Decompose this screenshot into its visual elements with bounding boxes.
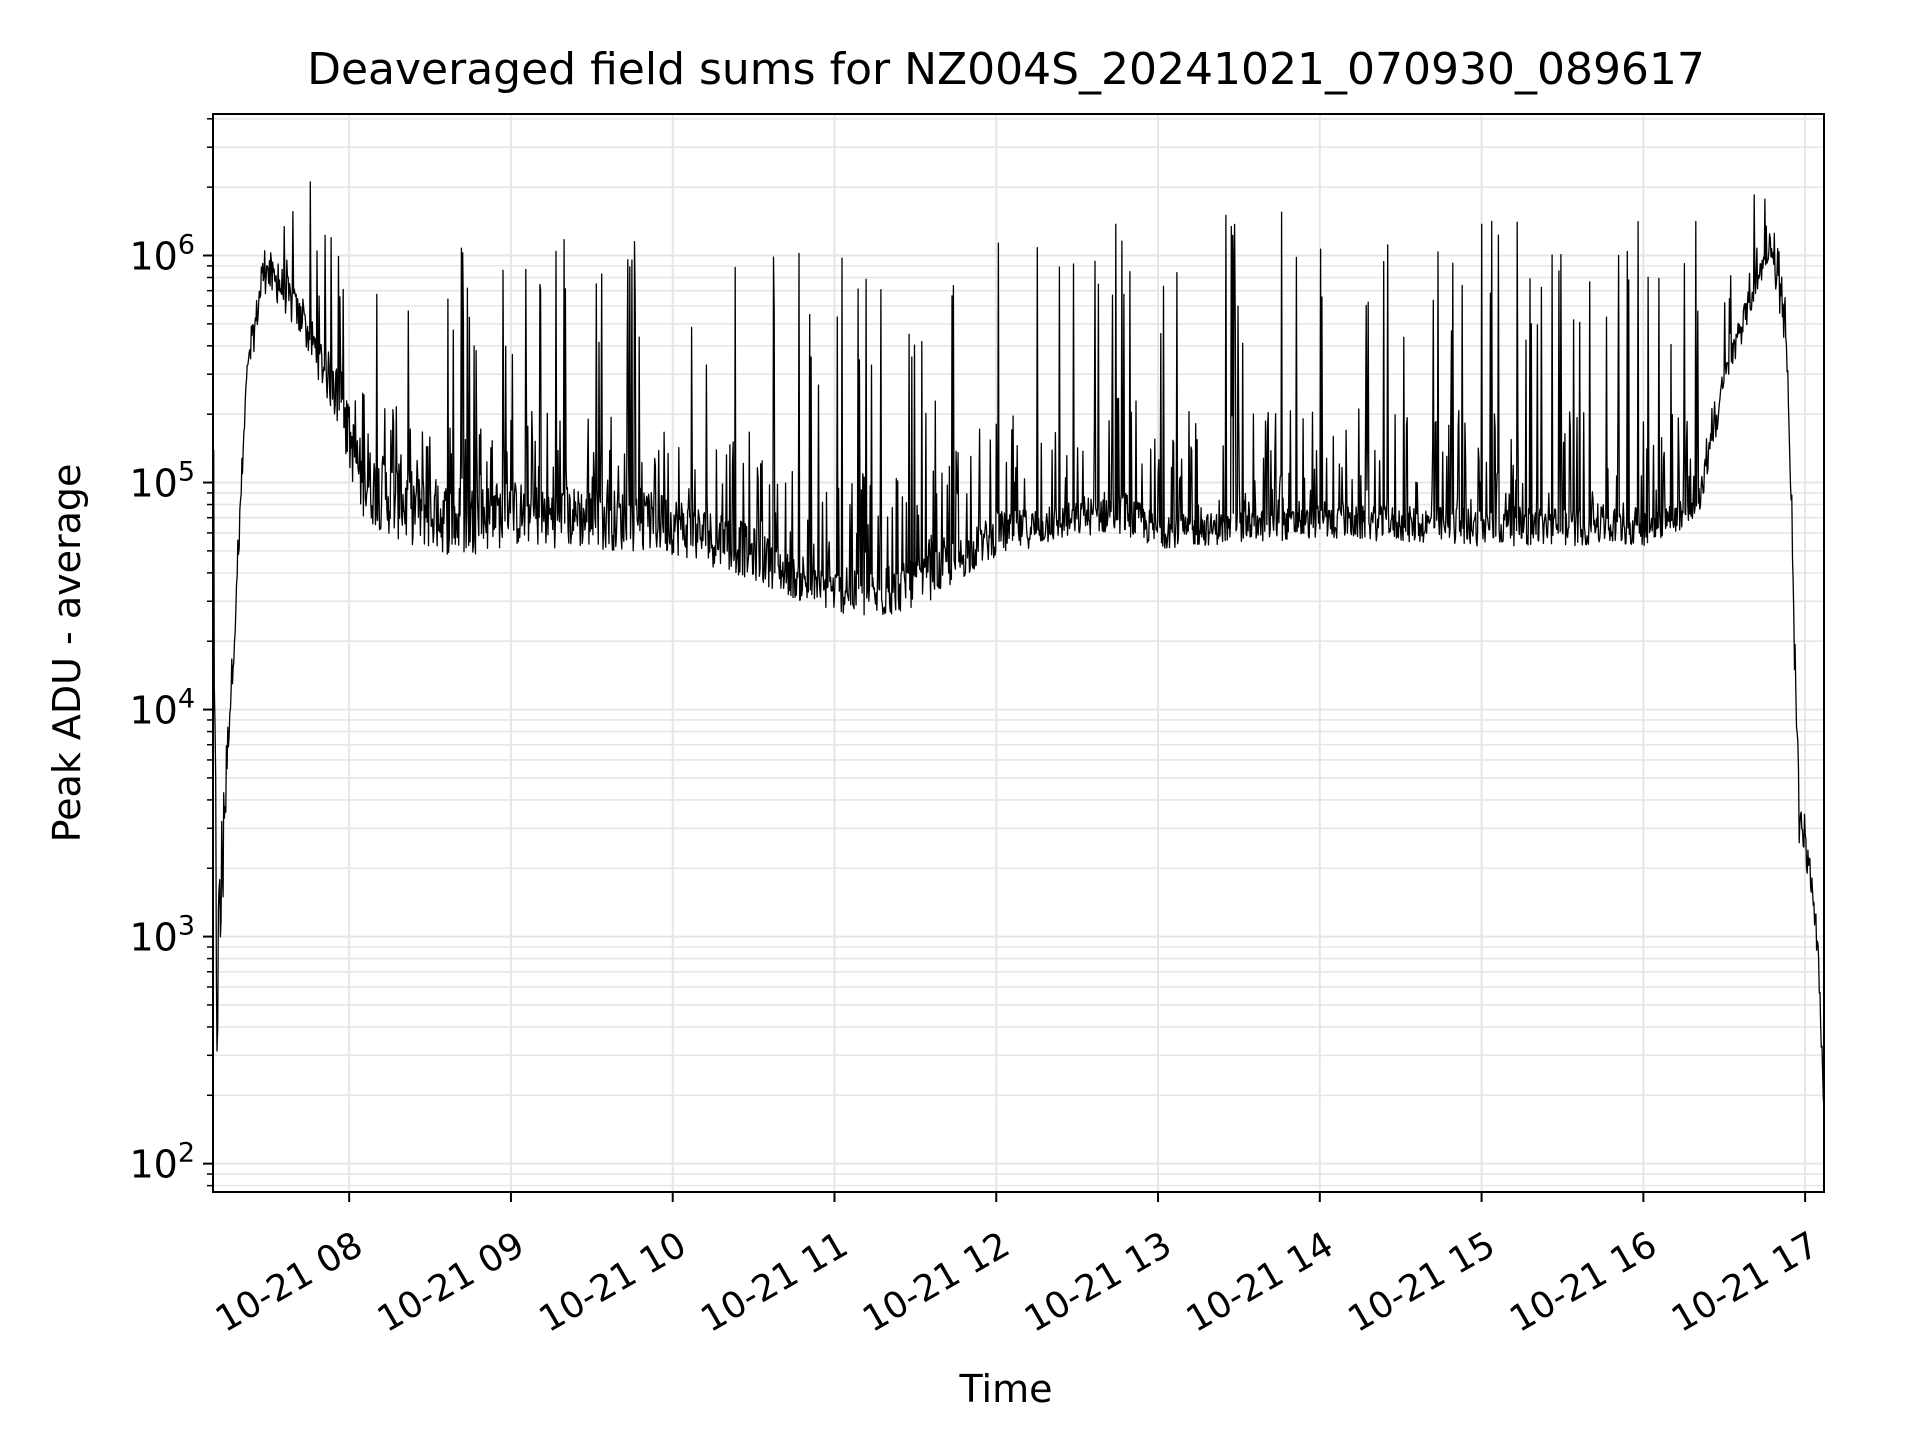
y-axis-label: Peak ADU - average (45, 464, 89, 843)
x-axis-label: Time (959, 1367, 1053, 1411)
y-axis: 102 103 104 105 106 (129, 118, 213, 1187)
plot-frame (212, 113, 1825, 1193)
grid (213, 114, 1824, 1192)
y-tick-label: 104 (129, 684, 195, 733)
series-line (212, 181, 1825, 1109)
y-tick-label: 102 (129, 1138, 195, 1187)
y-tick-label: 106 (129, 229, 195, 278)
y-tick-label: 103 (129, 911, 195, 960)
series-group (212, 181, 1825, 1109)
chart-title: Deaveraged field sums for NZ004S_2024102… (307, 44, 1705, 95)
y-tick-label: 105 (129, 457, 195, 506)
